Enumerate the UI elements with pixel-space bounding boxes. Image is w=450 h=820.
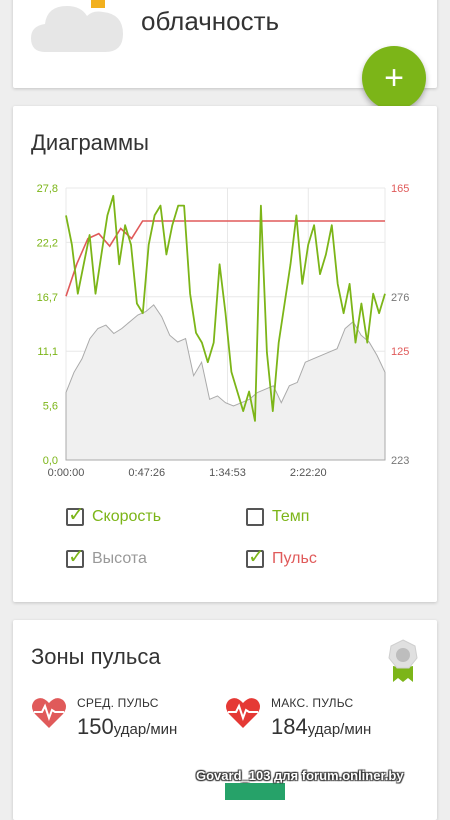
max-pulse-label: МАКС. ПУЛЬС: [271, 696, 354, 710]
right-tick-label: 276: [391, 292, 409, 304]
charts-title: Диаграммы: [31, 130, 149, 155]
speed-checkbox[interactable]: [66, 502, 85, 527]
y-tick-label: 16,7: [37, 292, 58, 304]
pulse-zones-title: Зоны пульса: [31, 644, 161, 669]
right-tick-label: 223: [391, 455, 409, 467]
cloud-icon: [31, 0, 123, 52]
max-pulse: МАКС. ПУЛЬС 184удар/мин: [225, 696, 371, 740]
legend-elevation-label: Высота: [92, 550, 147, 567]
weather-card: облачность: [13, 0, 437, 88]
chart[interactable]: 27,8 22,2 16,7 11,1 5,6 0,00:00:00 0:47:26 1:34…: [13, 106, 437, 486]
plus-icon: +: [384, 59, 404, 97]
avg-pulse-value: 150: [77, 714, 114, 739]
x-tick-label: 2:22:20: [290, 467, 327, 479]
speed-line: [65, 194, 386, 422]
heart-icon: [226, 698, 260, 728]
legend-pulse[interactable]: Пульс: [246, 544, 317, 569]
speed-layer: [65, 194, 386, 422]
right-tick-label: 165: [391, 183, 409, 195]
legend-speed[interactable]: Скорость: [66, 502, 162, 527]
add-button[interactable]: +: [362, 46, 426, 110]
y-tick-label: 22,2: [37, 237, 58, 249]
avg-pulse-unit: удар/мин: [113, 721, 178, 738]
legend-speed-label: Скорость: [92, 508, 162, 525]
x-tick-label: 0:47:26: [128, 467, 165, 479]
right-tick-label: 125: [391, 346, 409, 358]
y-tick-label: 27,8: [37, 183, 58, 195]
pulse-line: [65, 220, 385, 297]
x-tick-label: 0:00:00: [48, 467, 85, 479]
legend-pulse-label: Пульс: [272, 550, 317, 567]
weather-title: облачность: [141, 6, 280, 36]
elevation-area: [65, 304, 386, 461]
y-tick-label: 5,6: [43, 401, 58, 413]
badge-icon[interactable]: [385, 638, 421, 684]
y-tick-label: 0,0: [43, 455, 58, 467]
axis-labels: 27,8 22,2 16,7 11,1 5,6 0,00:00:00 0:47:26 1:34…: [37, 183, 410, 479]
heart-icon: [32, 698, 66, 728]
y-tick-label: 11,1: [37, 346, 58, 358]
pulse-layer: [65, 220, 385, 297]
legend-tempo-label: Темп: [272, 508, 310, 525]
max-pulse-unit: удар/мин: [307, 721, 372, 738]
charts-card: Диаграммы 27,8 22,2 16,7 11,1 5,6 0,0 0:00:00 0…: [13, 106, 437, 602]
max-pulse-value: 184: [271, 714, 308, 739]
tempo-checkbox[interactable]: [246, 508, 264, 526]
pulse-checkbox[interactable]: [246, 544, 265, 569]
legend-elevation[interactable]: Высота: [66, 544, 147, 569]
watermark: Govard_103 для forum.onliner.by: [196, 768, 404, 783]
bottom-tab-indicator[interactable]: [225, 783, 285, 800]
elevation-layer: [65, 304, 386, 461]
elevation-checkbox[interactable]: [66, 544, 85, 569]
x-tick-label: 1:34:53: [209, 467, 246, 479]
avg-pulse-label: СРЕД. ПУЛЬС: [77, 696, 159, 710]
legend-tempo[interactable]: Темп: [246, 508, 309, 526]
avg-pulse: СРЕД. ПУЛЬС 150удар/мин: [31, 696, 177, 740]
